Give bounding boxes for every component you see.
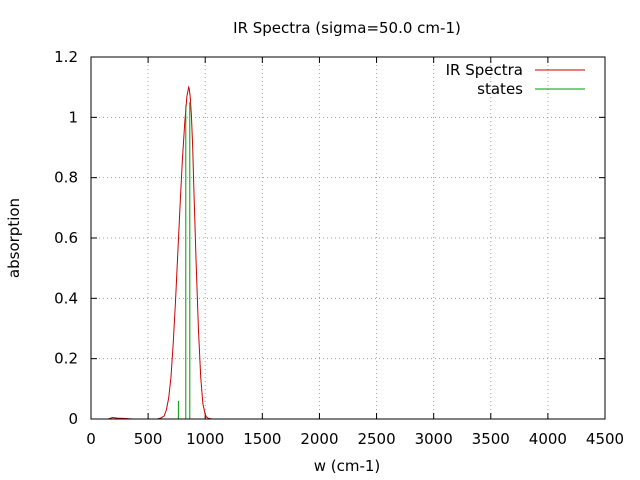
- y-tick-label: 0.6: [54, 229, 78, 247]
- legend: IR Spectra states: [446, 61, 585, 98]
- chart-title: IR Spectra (sigma=50.0 cm-1): [233, 19, 461, 37]
- y-tick-label: 1: [68, 108, 78, 126]
- y-tick-label: 0.2: [54, 350, 78, 368]
- x-tick-labels: 0 500 1000 1500 2000 2500 3000 3500 4000 4500: [86, 430, 624, 448]
- y-tick-label: 0.8: [54, 169, 78, 187]
- x-tick-label: 2000: [300, 430, 338, 448]
- x-tick-label: 1000: [186, 430, 224, 448]
- x-axis-label: w (cm-1): [314, 457, 381, 475]
- y-tick-labels: 0 0.2 0.4 0.6 0.8 1 1.2: [54, 48, 78, 428]
- x-tick-label: 500: [134, 430, 163, 448]
- x-tick-label: 0: [86, 430, 96, 448]
- plot-frame: [90, 56, 606, 420]
- grid: [91, 57, 605, 419]
- legend-label-ir-spectra: IR Spectra: [446, 61, 523, 79]
- x-tick-label: 4500: [586, 430, 624, 448]
- x-tick-label: 3000: [415, 430, 453, 448]
- y-tick-label: 0: [68, 410, 78, 428]
- x-tick-label: 2500: [357, 430, 395, 448]
- y-axis-label: absorption: [5, 198, 23, 278]
- y-tick-label: 1.2: [54, 48, 78, 66]
- x-tick-label: 4000: [529, 430, 567, 448]
- x-tick-label: 3500: [472, 430, 510, 448]
- legend-label-states: states: [477, 80, 523, 98]
- x-tick-label: 1500: [243, 430, 281, 448]
- y-tick-label: 0.4: [54, 289, 78, 307]
